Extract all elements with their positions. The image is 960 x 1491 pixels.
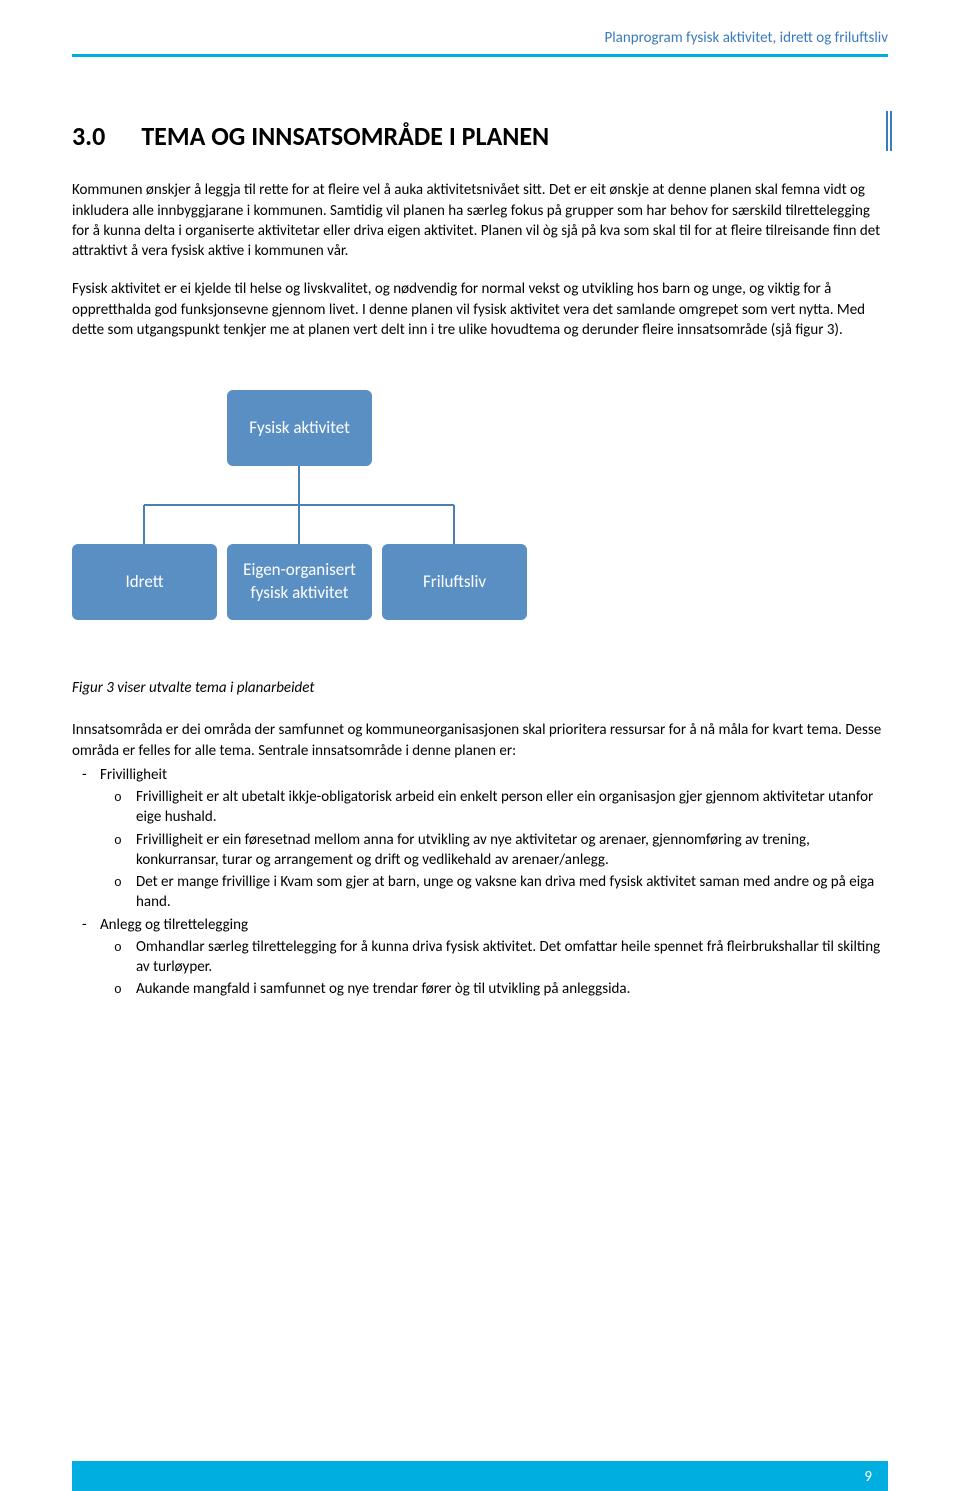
list-item-2: Anlegg og tilrettelegging Omhandlar særl… <box>100 915 888 1000</box>
figure-caption: Figur 3 viser utvalte tema i planarbeide… <box>72 678 888 698</box>
main-list: Frivilligheit Frivilligheit er alt ubeta… <box>72 765 888 1000</box>
section-number: 3.0 <box>72 119 105 154</box>
title-side-marker <box>886 111 892 151</box>
list-item-1-label: Frivilligheit <box>100 766 167 784</box>
sublist-2-item-1: Omhandlar særleg tilrettelegging for å k… <box>136 937 888 978</box>
document-page: Planprogram fysisk aktivitet, idrett og … <box>0 0 960 1491</box>
paragraph-2: Fysisk aktivitet er ei kjelde til helse … <box>72 279 888 340</box>
hierarchy-diagram: Fysisk aktivitet Idrett Eigen-organisert… <box>72 390 888 630</box>
sublist-2-item-2: Aukande mangfald i samfunnet og nye tren… <box>136 979 888 999</box>
list-item-1: Frivilligheit Frivilligheit er alt ubeta… <box>100 765 888 913</box>
paragraph-1: Kommunen ønskjer å leggja til rette for … <box>72 180 888 261</box>
footer-bar: 9 <box>72 1461 888 1491</box>
list-item-2-label: Anlegg og tilrettelegging <box>100 916 248 934</box>
sublist-2: Omhandlar særleg tilrettelegging for å k… <box>100 937 888 1000</box>
tree-child-1: Idrett <box>72 544 217 620</box>
running-header: Planprogram fysisk aktivitet, idrett og … <box>72 28 888 57</box>
tree-child-3: Friluftsliv <box>382 544 527 620</box>
sublist-1: Frivilligheit er alt ubetalt ikkje-oblig… <box>100 787 888 913</box>
sublist-1-item-3: Det er mange frivillige i Kvam som gjer … <box>136 872 888 913</box>
section-heading: 3.0 TEMA OG INNSATSOMRÅDE I PLANEN <box>72 119 888 154</box>
sublist-1-item-1: Frivilligheit er alt ubetalt ikkje-oblig… <box>136 787 888 828</box>
page-number: 9 <box>864 1467 872 1487</box>
sublist-1-item-2: Frivilligheit er ein føresetnad mellom a… <box>136 830 888 871</box>
tree-child-2: Eigen-organisert fysisk aktivitet <box>227 544 372 620</box>
section-title: TEMA OG INNSATSOMRÅDE I PLANEN <box>141 119 549 154</box>
page-footer: 9 <box>0 1461 960 1491</box>
body-after-caption: Innsatsområda er dei områda der samfunne… <box>72 720 888 761</box>
tree-root-node: Fysisk aktivitet <box>227 390 372 466</box>
